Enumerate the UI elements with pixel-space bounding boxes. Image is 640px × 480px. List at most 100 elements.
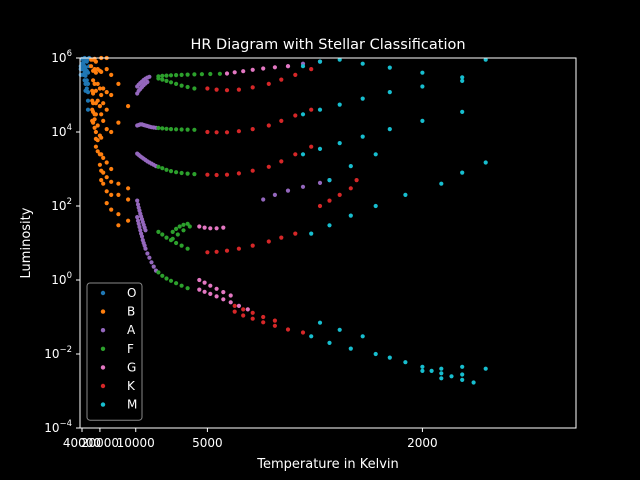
data-point-K (241, 307, 246, 312)
data-point-B (91, 91, 96, 96)
data-point-M (460, 109, 465, 114)
data-point-O (85, 90, 91, 95)
data-point-M (429, 368, 434, 373)
data-point-K (261, 320, 266, 325)
data-point-B (101, 181, 106, 186)
legend-label: B (127, 305, 135, 319)
data-point-O (85, 70, 91, 75)
data-point-G (272, 65, 277, 70)
data-point-B (109, 179, 114, 184)
data-point-M (460, 170, 465, 175)
data-point-G (221, 290, 226, 295)
data-point-B (109, 166, 114, 172)
data-point-B (104, 107, 109, 112)
data-point-F (175, 232, 180, 237)
data-point-M (317, 107, 323, 112)
data-point-O (84, 78, 89, 83)
data-point-F (185, 84, 190, 90)
data-point-K (250, 168, 255, 173)
data-point-B (95, 123, 100, 128)
data-point-G (221, 225, 226, 230)
data-point-B (126, 186, 131, 191)
data-point-B (93, 129, 98, 135)
data-point-K (272, 323, 277, 328)
data-point-M (483, 366, 488, 371)
data-point-F (185, 221, 190, 226)
data-point-M (483, 160, 488, 165)
data-point-M (300, 64, 306, 69)
data-point-M (387, 127, 392, 132)
data-point-F (168, 127, 174, 132)
data-point-F (177, 224, 182, 229)
y-tick-label: 104 (51, 123, 72, 139)
data-point-M (449, 374, 454, 379)
data-point-M (360, 96, 365, 101)
data-point-K (250, 85, 255, 90)
data-point-K (250, 127, 255, 132)
data-point-K (293, 152, 298, 157)
data-point-B (109, 92, 114, 98)
data-point-F (164, 235, 169, 240)
data-point-G (197, 277, 202, 283)
data-point-K (250, 243, 255, 248)
data-point-B (95, 81, 100, 86)
data-point-F (168, 169, 174, 174)
data-point-B (91, 120, 96, 125)
data-point-G (236, 303, 241, 308)
data-point-K (214, 130, 219, 135)
data-point-F (160, 166, 165, 171)
data-point-F (174, 127, 179, 132)
data-point-M (309, 334, 314, 339)
data-point-F (185, 127, 190, 132)
legend-marker (100, 346, 106, 351)
data-point-F (192, 72, 197, 77)
series-B (89, 55, 131, 228)
data-point-G (228, 300, 233, 305)
data-point-B (104, 67, 109, 72)
data-point-M (420, 84, 425, 89)
data-point-F (160, 126, 165, 131)
data-point-F (168, 278, 174, 283)
data-point-M (403, 360, 408, 365)
data-point-M (420, 70, 425, 75)
data-point-F (179, 72, 184, 77)
data-point-F (179, 127, 184, 132)
data-point-F (208, 71, 213, 77)
data-point-B (93, 70, 98, 75)
data-point-F (174, 240, 179, 246)
data-point-A (285, 188, 291, 193)
data-point-G (208, 291, 213, 296)
data-point-K (300, 330, 306, 335)
plot-frame (79, 57, 577, 429)
legend-marker (100, 402, 106, 407)
data-point-F (156, 229, 161, 234)
data-point-A (136, 221, 141, 226)
data-point-B (126, 218, 131, 223)
data-point-K (250, 310, 255, 315)
data-point-B (97, 86, 102, 91)
data-point-M (373, 203, 378, 209)
data-point-G (214, 226, 219, 231)
data-point-O (85, 98, 91, 103)
data-point-B (109, 129, 114, 135)
data-point-K (205, 129, 210, 135)
data-point-F (160, 77, 165, 82)
data-point-K (279, 159, 284, 164)
data-point-M (439, 376, 444, 381)
data-point-A (317, 180, 323, 185)
data-point-M (373, 351, 378, 357)
data-point-B (126, 104, 131, 109)
data-point-G (285, 64, 291, 69)
data-point-F (174, 81, 179, 86)
data-point-A (143, 246, 148, 251)
data-point-F (156, 76, 161, 81)
data-point-K (348, 186, 353, 191)
data-point-F (164, 276, 169, 281)
legend-marker (100, 365, 106, 370)
data-point-F (179, 83, 184, 88)
data-point-M (471, 380, 476, 385)
data-point-G (208, 283, 213, 288)
data-point-F (179, 283, 184, 288)
